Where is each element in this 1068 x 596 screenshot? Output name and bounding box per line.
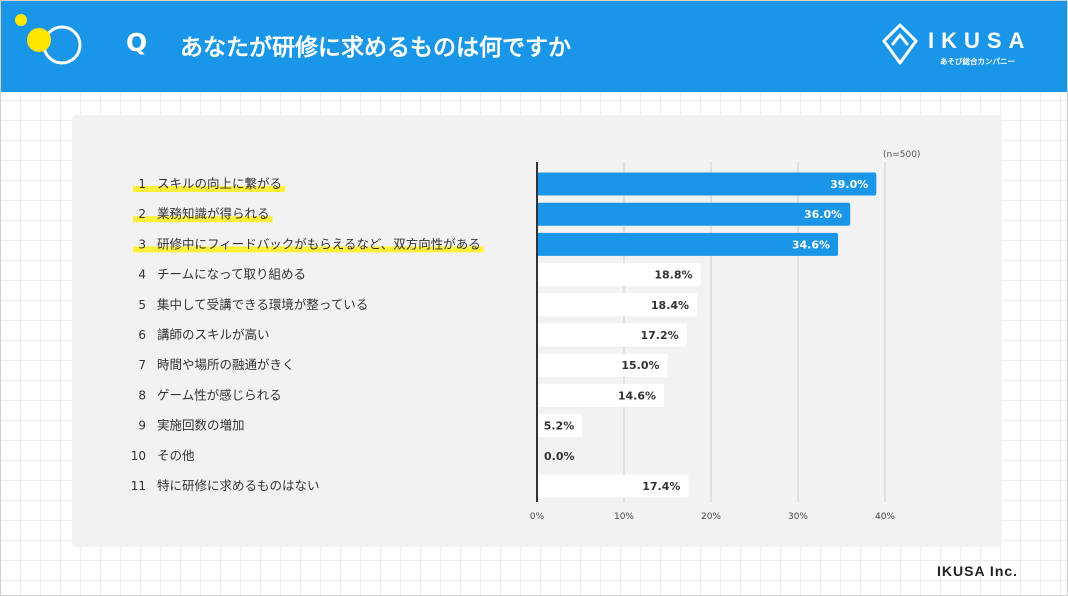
category-rank: 9: [138, 419, 146, 433]
category-label: スキルの向上に繋がる: [157, 176, 282, 191]
brand-name: IKUSA: [928, 28, 1032, 53]
bar: [537, 202, 851, 226]
data-label: 18.4%: [651, 299, 689, 312]
question-label: Q: [126, 28, 148, 57]
category-label: 実施回数の増加: [157, 418, 245, 433]
category-rank: 7: [138, 358, 146, 372]
data-label: 34.6%: [792, 238, 830, 251]
label-highlight-marker: [133, 216, 273, 223]
label-highlight-marker: [133, 186, 286, 192]
logo-circles-icon: [15, 14, 82, 65]
bar: [537, 263, 701, 287]
sample-size-note: (n=500): [883, 150, 921, 160]
bar: [537, 232, 839, 256]
x-tick-label: 40%: [875, 512, 895, 522]
data-label: 14.6%: [618, 389, 656, 402]
data-label: 36.0%: [804, 208, 842, 221]
category-rank: 10: [131, 449, 146, 463]
brand-tagline: あそび総合カンパニー: [940, 57, 1015, 66]
brand-logo: IKUSA あそび総合カンパニー: [880, 22, 1040, 72]
data-label: 5.2%: [544, 420, 575, 433]
bar: [537, 414, 583, 438]
bar: [537, 353, 668, 377]
bar: [537, 474, 689, 498]
category-label: 業務知識が得られる: [157, 206, 270, 221]
category-label: 講師のスキルが高い: [157, 327, 270, 342]
bar: [537, 323, 687, 347]
category-rank: 3: [138, 237, 146, 251]
x-tick-label: 0%: [530, 512, 545, 522]
x-tick-label: 10%: [614, 512, 634, 522]
category-rank: 11: [131, 479, 146, 493]
category-label: チームになって取り組める: [157, 267, 306, 282]
category-rank: 6: [138, 328, 146, 342]
bar: [537, 293, 698, 317]
company-footer: IKUSA Inc.: [937, 563, 1019, 579]
x-tick-label: 30%: [788, 512, 808, 522]
category-label: ゲーム性が感じられる: [157, 387, 282, 402]
x-tick-label: 20%: [701, 512, 721, 522]
category-rank: 2: [138, 207, 146, 221]
category-label: 研修中にフィードバックがもらえるなど、双方向性がある: [157, 236, 481, 251]
category-rank: 4: [138, 268, 146, 282]
bar: [537, 172, 877, 196]
ikusa-logo-icon: [882, 23, 918, 65]
category-rank: 1: [138, 177, 146, 191]
data-label: 17.2%: [640, 329, 678, 342]
data-label: 0.0%: [544, 450, 575, 463]
category-label: その他: [157, 448, 195, 463]
category-rank: 5: [138, 298, 146, 312]
data-label: 18.8%: [654, 269, 692, 282]
category-rank: 8: [138, 388, 146, 402]
category-label: 集中して受講できる環境が整っている: [157, 297, 368, 312]
category-label: 時間や場所の融通がきく: [157, 357, 295, 372]
label-highlight-marker: [133, 246, 484, 253]
data-label: 39.0%: [830, 178, 868, 191]
data-label: 15.0%: [621, 359, 659, 372]
category-label: 特に研修に求めるものはない: [157, 478, 320, 493]
bar: [537, 383, 665, 407]
header-bar: Q あなたが研修に求めるものは何ですか IKUSA あそび総合カンパニー: [0, 0, 1068, 92]
page-title: あなたが研修に求めるものは何ですか: [180, 35, 571, 61]
data-label: 17.4%: [642, 480, 680, 493]
